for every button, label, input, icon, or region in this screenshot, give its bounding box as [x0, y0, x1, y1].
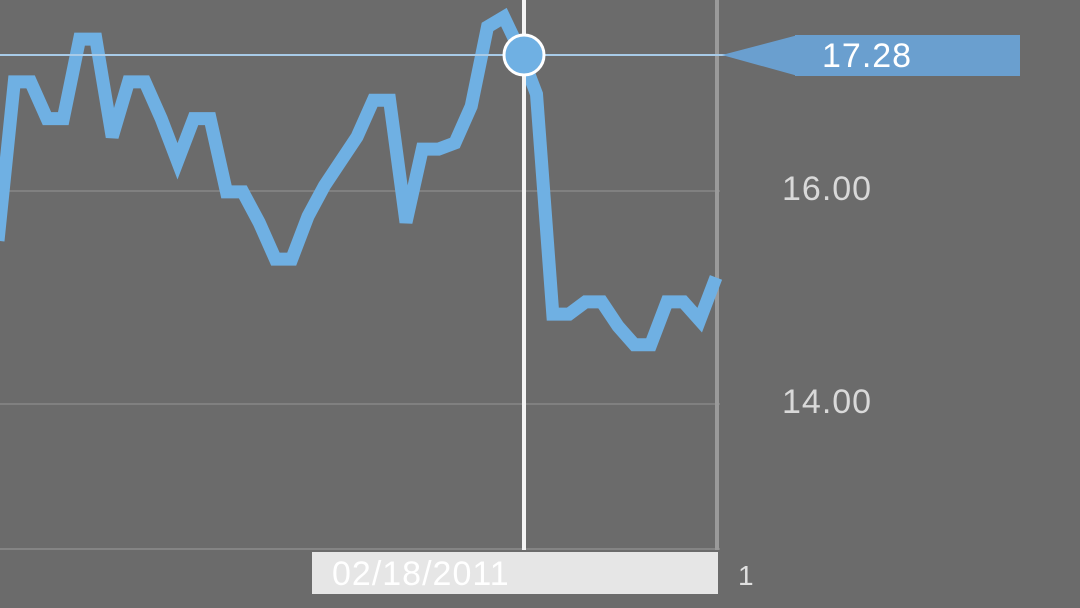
y-tick-label-16: 16.00 [782, 170, 872, 208]
date-tag-value: 02/18/2011 [332, 555, 510, 593]
y-tick-label-14: 14.00 [782, 383, 872, 421]
price-tag-box [795, 35, 1020, 76]
price-tag: 17.28 [722, 35, 1020, 76]
date-tag-box [312, 552, 718, 594]
price-tag-value: 17.28 [822, 37, 912, 75]
price-line [0, 7, 723, 352]
date-tag: 02/18/2011 [312, 552, 718, 594]
axis-edge-label: 1 [738, 560, 754, 591]
price-tag-arrow [722, 35, 798, 76]
crosshair-point[interactable] [502, 33, 546, 77]
